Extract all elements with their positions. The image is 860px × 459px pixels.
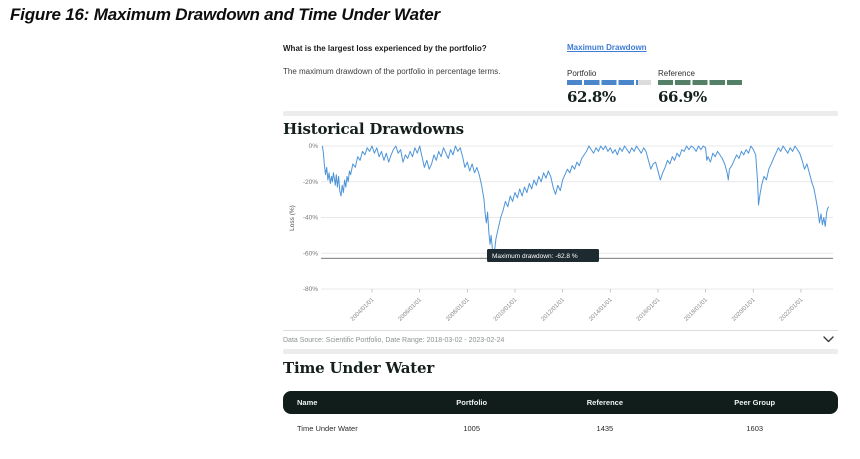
svg-text:2020/01/01: 2020/01/01 xyxy=(731,297,757,323)
row-cell-peer-group: 1603 xyxy=(746,423,764,433)
reference-bar xyxy=(658,80,742,85)
svg-text:Loss (%): Loss (%) xyxy=(289,205,296,231)
drawdown-chart[interactable]: 0% -20% -40% -60% -80% Loss (%) 2004/01/01 2006… xyxy=(283,139,838,330)
svg-text:2022/01/01: 2022/01/01 xyxy=(779,297,805,323)
svg-text:2008/01/01: 2008/01/01 xyxy=(445,297,471,323)
svg-text:2018/01/01: 2018/01/01 xyxy=(684,297,710,323)
header-cell-reference: Reference xyxy=(586,398,624,407)
portfolio-label: Portfolio xyxy=(567,69,597,78)
question-text: What is the largest loss experienced by … xyxy=(283,44,487,53)
section-divider xyxy=(283,111,838,116)
portfolio-metric: Portfolio 62.8% xyxy=(567,69,651,106)
header-cell-peer-group: Peer Group xyxy=(734,398,776,407)
maximum-drawdown-link[interactable]: Maximum Drawdown xyxy=(567,43,647,52)
figure-caption: Figure 16: Maximum Drawdown and Time Und… xyxy=(10,5,440,24)
tuw-table: Name Portfolio Reference Peer Group Time… xyxy=(283,391,838,442)
svg-text:2014/01/01: 2014/01/01 xyxy=(588,297,614,323)
data-source-text: Data Source: Scientific Portfolio, Date … xyxy=(283,337,505,344)
svg-text:2012/01/01: 2012/01/01 xyxy=(541,297,567,323)
historical-drawdowns-heading: Historical Drawdowns xyxy=(283,120,464,138)
svg-text:2004/01/01: 2004/01/01 xyxy=(350,297,376,323)
svg-text:2010/01/01: 2010/01/01 xyxy=(493,297,519,323)
svg-text:2006/01/01: 2006/01/01 xyxy=(398,297,424,323)
portfolio-bar xyxy=(567,80,651,85)
section-divider xyxy=(283,349,838,354)
svg-text:-20%: -20% xyxy=(303,179,318,186)
reference-metric: Reference 66.9% xyxy=(658,69,742,106)
chart-footer: Data Source: Scientific Portfolio, Date … xyxy=(283,330,838,350)
time-under-water-heading: Time Under Water xyxy=(283,359,435,377)
row-cell-reference: 1435 xyxy=(596,423,614,433)
reference-label: Reference xyxy=(658,69,695,78)
svg-text:-80%: -80% xyxy=(303,286,318,293)
reference-value: 66.9% xyxy=(658,88,707,106)
header-cell-portfolio: Portfolio xyxy=(456,398,488,407)
row-cell-name: Time Under Water xyxy=(297,423,358,433)
svg-text:Maximum drawdown: -62.8 %: Maximum drawdown: -62.8 % xyxy=(492,253,578,260)
svg-text:2016/01/01: 2016/01/01 xyxy=(636,297,662,323)
table-header: Name Portfolio Reference Peer Group xyxy=(283,391,838,414)
report-card: What is the largest loss experienced by … xyxy=(283,0,838,459)
header-cell-name: Name xyxy=(297,398,318,407)
row-cell-portfolio: 1005 xyxy=(463,423,481,433)
question-description: The maximum drawdown of the portfolio in… xyxy=(283,67,501,76)
svg-text:-40%: -40% xyxy=(303,215,318,222)
chevron-down-icon[interactable] xyxy=(823,336,834,343)
svg-text:0%: 0% xyxy=(309,143,319,150)
table-row: Time Under Water 1005 1435 1603 xyxy=(283,414,838,442)
svg-text:-60%: -60% xyxy=(303,250,318,257)
portfolio-value: 62.8% xyxy=(567,88,616,106)
